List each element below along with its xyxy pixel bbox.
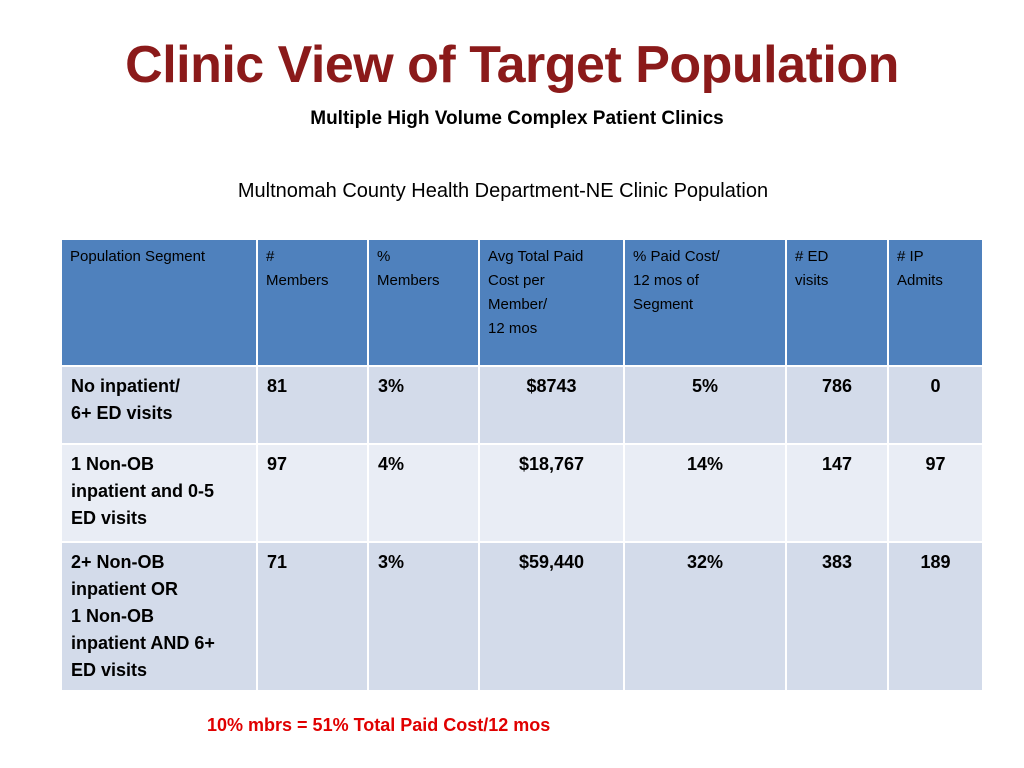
cell-ip-admits: 97 [887, 443, 984, 543]
slide-title: Clinic View of Target Population [125, 36, 899, 94]
cell-segment: 1 Non-OB inpatient and 0-5 ED visits [60, 443, 258, 543]
cell-members-count: 71 [256, 541, 369, 692]
table-row: 2+ Non-OB inpatient OR 1 Non-OB inpatien… [60, 541, 984, 692]
header-members-percent: % Members [367, 238, 480, 367]
table-row: 1 Non-OB inpatient and 0-5 ED visits 97 … [60, 443, 984, 543]
cell-avg-paid-cost: $59,440 [478, 541, 625, 692]
cell-segment: 2+ Non-OB inpatient OR 1 Non-OB inpatien… [60, 541, 258, 692]
cell-members-percent: 3% [367, 541, 480, 692]
cell-ip-admits: 189 [887, 541, 984, 692]
population-table: Population Segment # Members % Members A… [60, 238, 984, 692]
cell-members-count: 81 [256, 365, 369, 445]
header-ed-visits: # ED visits [785, 238, 889, 367]
cell-percent-paid-cost: 14% [623, 443, 787, 543]
cell-segment: No inpatient/ 6+ ED visits [60, 365, 258, 445]
cell-ip-admits: 0 [887, 365, 984, 445]
header-percent-paid-cost: % Paid Cost/ 12 mos of Segment [623, 238, 787, 367]
cell-avg-paid-cost: $18,767 [478, 443, 625, 543]
cell-ed-visits: 786 [785, 365, 889, 445]
clinic-heading: Multnomah County Health Department-NE Cl… [237, 180, 769, 202]
table-row: No inpatient/ 6+ ED visits 81 3% $8743 5… [60, 365, 984, 445]
cell-ed-visits: 383 [785, 541, 889, 692]
header-population-segment: Population Segment [60, 238, 258, 367]
cell-ed-visits: 147 [785, 443, 889, 543]
table-header-row: Population Segment # Members % Members A… [60, 238, 984, 367]
cell-percent-paid-cost: 5% [623, 365, 787, 445]
cell-percent-paid-cost: 32% [623, 541, 787, 692]
slide-subtitle: Multiple High Volume Complex Patient Cli… [310, 108, 724, 129]
cell-members-percent: 3% [367, 365, 480, 445]
footnote: 10% mbrs = 51% Total Paid Cost/12 mos [207, 715, 551, 735]
header-avg-paid-cost: Avg Total Paid Cost per Member/ 12 mos [478, 238, 625, 367]
header-members-count: # Members [256, 238, 369, 367]
cell-members-count: 97 [256, 443, 369, 543]
cell-avg-paid-cost: $8743 [478, 365, 625, 445]
cell-members-percent: 4% [367, 443, 480, 543]
header-ip-admits: # IP Admits [887, 238, 984, 367]
